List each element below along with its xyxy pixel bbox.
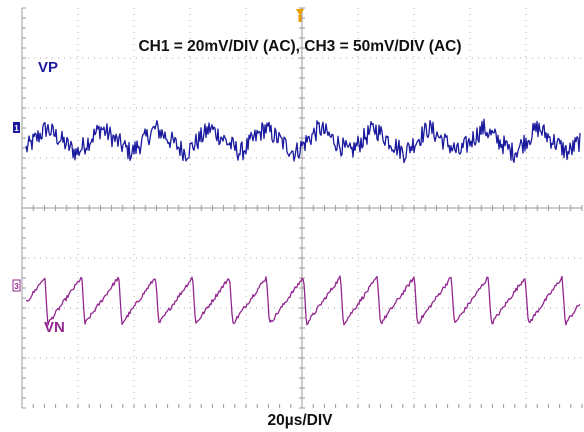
ch3-marker: 3 [12, 279, 21, 292]
ch1-marker: 1 [13, 122, 20, 133]
vn-label: VN [44, 319, 65, 336]
trigger-marker-stem [298, 15, 302, 22]
ch3-marker-label: 3 [14, 282, 19, 291]
timebase-label: 20µs/DIV [268, 412, 334, 429]
vn-trace [25, 275, 581, 326]
graticule [21, 7, 583, 409]
trigger-position-marker [296, 9, 304, 16]
vp-trace [25, 118, 581, 164]
channel-scale-label: CH1 = 20mV/DIV (AC), CH3 = 50mV/DIV (AC) [138, 38, 461, 55]
ch1-marker-label: 1 [14, 124, 19, 133]
vp-label: VP [38, 59, 58, 76]
